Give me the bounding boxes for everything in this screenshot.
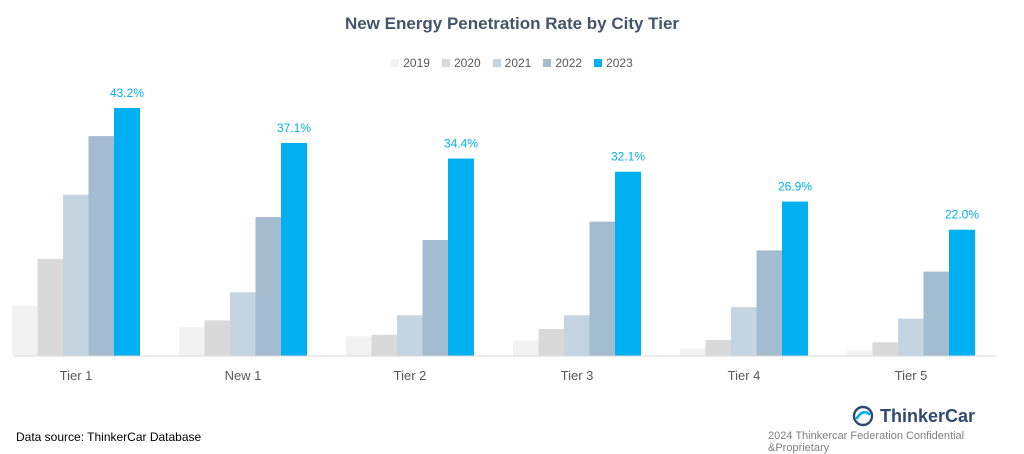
brand-name: ThinkerCar xyxy=(880,405,976,426)
data-source-note: Data source: ThinkerCar Database xyxy=(16,430,202,444)
legend-swatch xyxy=(441,59,450,67)
bar-2023-new-1 xyxy=(281,143,307,356)
data-label: 37.1% xyxy=(277,121,311,135)
legend-item-2019: 2019 xyxy=(391,56,430,70)
x-tick-label: Tier 3 xyxy=(561,368,594,383)
chart-legend: 2019 2020 2021 2022 2023 xyxy=(0,56,1024,70)
bar-2019-tier-1 xyxy=(12,305,38,356)
bar-2020-tier-2 xyxy=(371,334,398,356)
data-label: 32.1% xyxy=(611,150,645,164)
bar-2019-tier-5 xyxy=(847,350,873,356)
bar-2022-tier-1 xyxy=(88,136,115,356)
bar-2019-tier-2 xyxy=(346,336,372,356)
bar-2023-tier-5 xyxy=(949,229,975,356)
bar-2019-new-1 xyxy=(179,327,205,356)
bar-chart: 43.2% 37.1% 34.4% 32.1% 26.9% 22.0% Tier 1 New… xyxy=(12,86,996,383)
legend-label: 2019 xyxy=(403,56,430,70)
bar-2021-tier-2 xyxy=(397,315,423,356)
legend-label: 2021 xyxy=(504,56,532,70)
legend-item-2020: 2020 xyxy=(441,56,481,70)
x-tick-label: Tier 5 xyxy=(895,368,928,383)
legend-item-2022: 2022 xyxy=(543,56,582,70)
bar-2022-tier-3 xyxy=(589,221,616,356)
thinkercar-logo: ThinkerCar xyxy=(852,405,975,427)
bar-2021-tier-3 xyxy=(564,315,590,356)
bar-2019-tier-3 xyxy=(513,340,539,356)
bar-2023-tier-3 xyxy=(615,171,641,356)
x-tick-label: Tier 1 xyxy=(60,368,93,383)
legend-swatch xyxy=(543,59,552,67)
copyright-note: 2024 Thinkercar Federation Confidential … xyxy=(768,430,965,454)
data-label: 34.4% xyxy=(444,137,478,151)
data-label: 22.0% xyxy=(945,208,979,222)
bar-2023-tier-1 xyxy=(114,108,140,356)
legend-swatch xyxy=(492,59,501,67)
bar-2022-tier-4 xyxy=(756,250,783,356)
legend-label: 2020 xyxy=(453,56,481,70)
bar-2020-new-1 xyxy=(204,320,231,356)
data-label: 26.9% xyxy=(778,180,812,194)
x-tick-label: Tier 2 xyxy=(394,368,427,383)
bar-2020-tier-1 xyxy=(37,258,64,356)
legend-swatch xyxy=(594,59,603,67)
bar-2021-tier-1 xyxy=(63,194,89,356)
bar-2023-tier-2 xyxy=(448,158,474,356)
bar-2021-tier-4 xyxy=(731,307,757,356)
bar-2019-tier-4 xyxy=(680,348,706,356)
bar-2022-tier-5 xyxy=(923,271,950,356)
bar-2022-tier-2 xyxy=(422,240,449,356)
legend-item-2021: 2021 xyxy=(492,56,532,70)
bar-2020-tier-5 xyxy=(872,342,899,356)
bar-2021-new-1 xyxy=(230,292,256,356)
legend-swatch xyxy=(391,59,400,67)
data-label: 43.2% xyxy=(110,86,144,100)
legend-label: 2022 xyxy=(555,56,583,70)
bar-2022-new-1 xyxy=(255,217,282,356)
legend-label: 2023 xyxy=(606,56,633,70)
chart-title: New Energy Penetration Rate by City Tier xyxy=(344,14,680,33)
legend-item-2023: 2023 xyxy=(594,56,633,70)
bar-2023-tier-4 xyxy=(782,201,808,356)
bar-2021-tier-5 xyxy=(898,318,924,356)
bar-2020-tier-3 xyxy=(538,329,565,356)
bar-2020-tier-4 xyxy=(705,339,732,356)
x-tick-label: New 1 xyxy=(225,368,262,383)
x-tick-label: Tier 4 xyxy=(728,368,761,383)
logo-icon xyxy=(852,405,874,427)
